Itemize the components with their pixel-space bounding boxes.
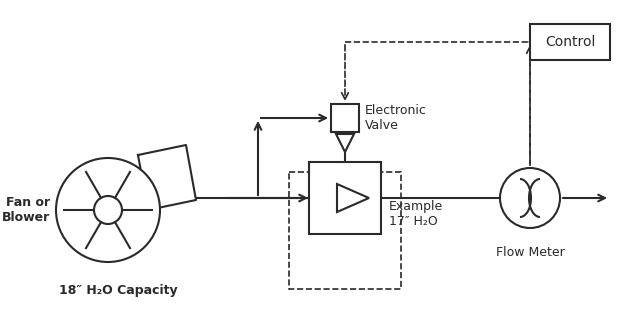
Text: 18″ H₂O Capacity: 18″ H₂O Capacity: [59, 284, 177, 297]
Text: Example
17″ H₂O: Example 17″ H₂O: [389, 200, 444, 228]
Text: Electronic
Valve: Electronic Valve: [365, 104, 427, 132]
Bar: [331, 104, 359, 132]
Circle shape: [56, 158, 160, 262]
Bar: [289, 172, 401, 289]
Bar: [309, 162, 381, 234]
Bar: [530, 24, 610, 60]
Text: Fan or
Blower: Fan or Blower: [2, 196, 50, 224]
Circle shape: [500, 168, 560, 228]
Text: Control: Control: [545, 35, 595, 49]
Text: Flow Meter: Flow Meter: [495, 246, 564, 259]
